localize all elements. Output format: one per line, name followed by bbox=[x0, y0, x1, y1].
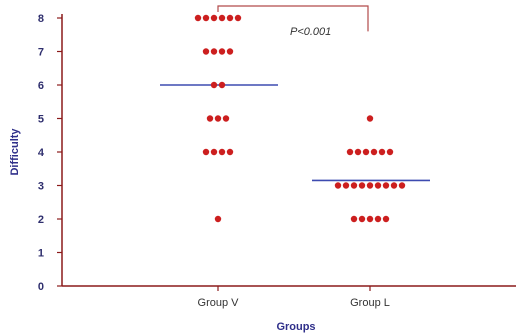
data-point bbox=[218, 14, 226, 22]
data-point bbox=[366, 115, 374, 122]
data-point bbox=[210, 48, 218, 55]
data-point bbox=[366, 215, 374, 223]
x-tick-label: Group L bbox=[350, 297, 390, 309]
data-points bbox=[194, 14, 406, 223]
y-tick-label: 2 bbox=[38, 214, 44, 226]
data-point bbox=[378, 148, 386, 156]
data-point bbox=[194, 14, 202, 22]
data-point bbox=[202, 48, 210, 55]
data-point bbox=[218, 81, 226, 89]
y-tick-label: 8 bbox=[38, 13, 44, 25]
data-point bbox=[362, 148, 370, 156]
data-point bbox=[346, 148, 354, 156]
data-point bbox=[358, 215, 366, 223]
axes bbox=[61, 14, 516, 287]
data-point bbox=[350, 182, 358, 189]
data-point bbox=[214, 215, 222, 223]
data-point bbox=[370, 148, 378, 156]
y-tick-label: 1 bbox=[38, 248, 44, 260]
significance-label: P<0.001 bbox=[290, 26, 331, 38]
data-point bbox=[218, 148, 226, 156]
x-categories: Group V Group L bbox=[198, 286, 390, 309]
data-point bbox=[214, 115, 222, 122]
data-point bbox=[206, 115, 214, 122]
y-axis-title: Difficulty bbox=[9, 128, 21, 176]
y-tick-label: 3 bbox=[38, 181, 44, 193]
y-tick-label: 0 bbox=[38, 281, 44, 293]
data-point bbox=[226, 148, 234, 156]
data-point bbox=[222, 115, 230, 122]
data-point bbox=[366, 182, 374, 189]
data-point bbox=[350, 215, 358, 223]
x-axis-title: Groups bbox=[276, 321, 315, 333]
mean-lines bbox=[160, 84, 430, 182]
data-point bbox=[390, 182, 398, 189]
bracket-line bbox=[217, 5, 369, 32]
data-point bbox=[342, 182, 350, 189]
data-point bbox=[334, 182, 342, 189]
x-tick-label: Group V bbox=[198, 297, 240, 309]
data-point bbox=[398, 182, 406, 189]
y-tick-label: 4 bbox=[38, 147, 45, 159]
data-point bbox=[382, 182, 390, 189]
data-point bbox=[218, 48, 226, 55]
data-point bbox=[374, 182, 382, 189]
y-tick-label: 6 bbox=[38, 80, 44, 92]
data-point bbox=[210, 81, 218, 89]
data-point bbox=[382, 215, 390, 223]
data-point bbox=[202, 148, 210, 156]
data-point bbox=[226, 14, 234, 22]
data-point bbox=[202, 14, 210, 22]
significance-bracket bbox=[217, 5, 369, 32]
y-tick-label: 7 bbox=[38, 47, 44, 59]
data-point bbox=[210, 14, 218, 22]
data-point bbox=[234, 14, 242, 22]
data-point bbox=[226, 48, 234, 55]
data-point bbox=[374, 215, 382, 223]
data-point bbox=[210, 148, 218, 156]
data-point bbox=[354, 148, 362, 156]
y-tick-label: 5 bbox=[38, 114, 44, 126]
data-point bbox=[358, 182, 366, 189]
data-point bbox=[386, 148, 394, 156]
y-ticks: 0 1 2 3 4 5 6 7 8 bbox=[38, 13, 62, 293]
